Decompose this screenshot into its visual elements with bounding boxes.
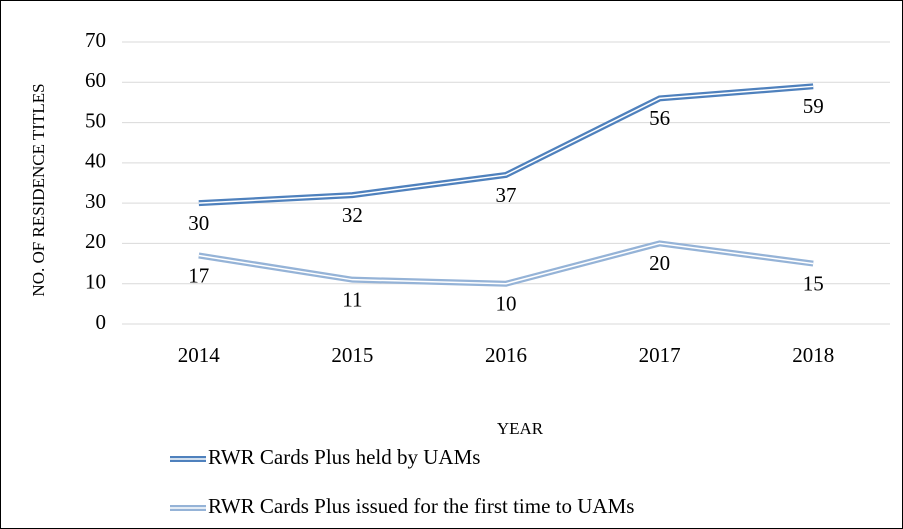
y-tick-label: 50: [85, 108, 106, 132]
data-label: 10: [496, 292, 517, 316]
x-tick-label: 2017: [639, 343, 681, 367]
y-tick-label: 70: [85, 28, 106, 52]
y-tick-label: 30: [85, 189, 106, 213]
data-label: 32: [342, 203, 363, 227]
x-axis-label: YEAR: [497, 419, 544, 438]
legend-label: RWR Cards Plus held by UAMs: [208, 445, 480, 469]
y-tick-label: 10: [85, 270, 106, 294]
y-tick-label: 60: [85, 68, 106, 92]
x-tick-label: 2016: [485, 343, 527, 367]
data-label: 17: [188, 263, 209, 287]
y-tick-label: 20: [85, 229, 106, 253]
x-tick-label: 2015: [331, 343, 373, 367]
data-label: 11: [342, 287, 362, 311]
data-label: 20: [649, 251, 670, 275]
legend-label: RWR Cards Plus issued for the first time…: [208, 494, 634, 518]
y-tick-label: 0: [96, 310, 107, 334]
x-tick-label: 2018: [792, 343, 834, 367]
series-line-inner: [198, 242, 814, 285]
data-label: 59: [803, 94, 824, 118]
series-line-inner: [198, 85, 814, 204]
data-label: 56: [649, 106, 670, 130]
x-tick-label: 2014: [178, 343, 221, 367]
y-axis-label: NO. OF RESIDENCE TITLES: [29, 83, 48, 296]
data-label: 15: [803, 271, 824, 295]
y-tick-label: 40: [85, 149, 106, 173]
data-label: 37: [496, 183, 517, 207]
data-label: 30: [188, 211, 209, 235]
